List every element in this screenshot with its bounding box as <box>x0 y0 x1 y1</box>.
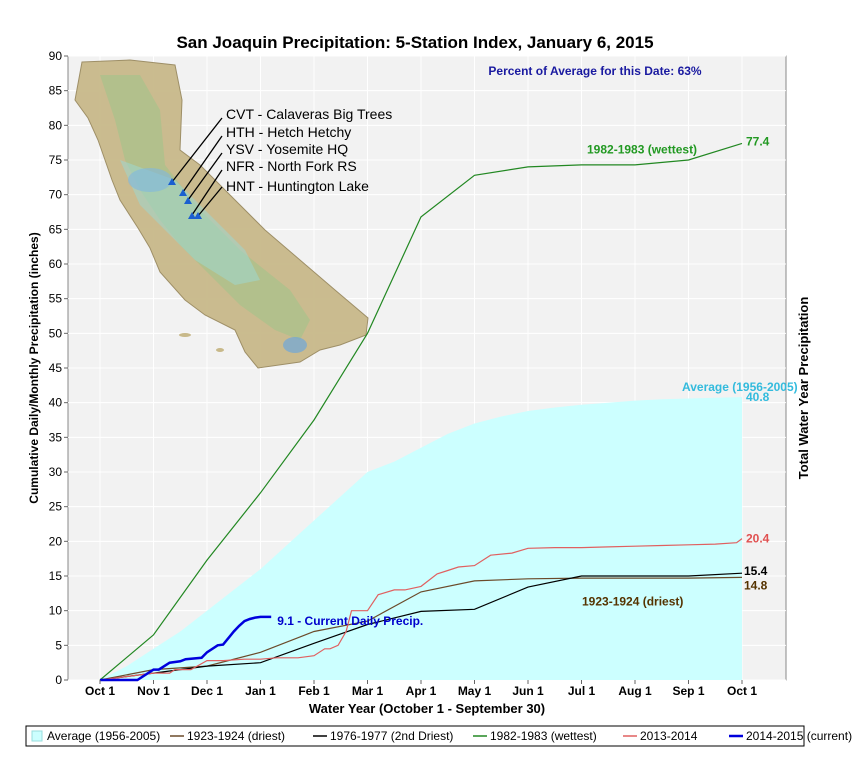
x-tick-label: Jun 1 <box>512 684 544 698</box>
y-tick-label: 30 <box>49 465 63 479</box>
x-tick-label: Nov 1 <box>137 684 170 698</box>
y-tick-label: 10 <box>49 604 63 618</box>
y-tick-label: 80 <box>49 118 63 132</box>
chart-title: San Joaquin Precipitation: 5-Station Ind… <box>176 33 653 52</box>
x-axis-label: Water Year (October 1 - September 30) <box>309 701 545 716</box>
y-axis-label: Cumulative Daily/Monthly Precipitation (… <box>27 232 41 503</box>
series-line-2014-2015-current <box>100 615 272 682</box>
x-tick-label: Oct 1 <box>727 684 757 698</box>
y-tick-label: 5 <box>55 638 62 652</box>
x-tick-label: Jan 1 <box>245 684 276 698</box>
series-line-2013-2014 <box>99 538 743 681</box>
x-tick-label: Aug 1 <box>618 684 652 698</box>
end-label-average-1956-2005: 40.8 <box>746 390 770 404</box>
station-marker <box>184 197 192 204</box>
legend-label: Average (1956-2005) <box>47 729 160 743</box>
y-axis-ticks: 0 5 10 15 20 25 30 35 40 45 50 55 60 65 70 75 80 85 90 <box>49 49 68 687</box>
percent-of-average: Percent of Average for this Date: 63% <box>488 64 702 78</box>
y-tick-label: 60 <box>49 257 63 271</box>
y-tick-label: 50 <box>49 326 63 340</box>
x-tick-label: Dec 1 <box>191 684 223 698</box>
x-tick-label: Oct 1 <box>85 684 115 698</box>
y-tick-label: 25 <box>49 500 63 514</box>
end-label-1923-1924-driest: 14.8 <box>744 578 768 592</box>
california-map-inset: CVT - Calaveras Big Trees HTH - Hetch He… <box>74 59 392 369</box>
y-tick-label: 65 <box>49 222 63 236</box>
area-layer <box>100 397 742 680</box>
right-axis-label: Total Water Year Precipitation <box>796 297 811 480</box>
y-tick-label: 75 <box>49 153 63 167</box>
y-tick-label: 20 <box>49 534 63 548</box>
x-tick-label: Feb 1 <box>298 684 330 698</box>
legend-box <box>25 725 805 747</box>
x-tick-label: May 1 <box>458 684 492 698</box>
y-tick-label: 90 <box>49 49 63 63</box>
series-label-1923-1924-driest: 1923-1924 (driest) <box>582 594 683 608</box>
legend-label: 2013-2014 <box>640 729 698 743</box>
y-tick-label: 85 <box>49 84 63 98</box>
station-marker <box>188 212 196 219</box>
station-label: HTH - Hetch Hetchy <box>226 124 351 140</box>
legend: Average (1956-2005) 1923-1924 (driest) 197… <box>31 729 852 743</box>
series-area-average-1956-2005 <box>100 397 742 680</box>
x-tick-label: Jul 1 <box>568 684 596 698</box>
y-tick-label: 45 <box>49 361 63 375</box>
legend-label: 2014-2015 (current) <box>746 729 852 743</box>
legend-swatch <box>31 730 43 742</box>
x-axis-ticks: Oct 1 Nov 1 Dec 1 Jan 1 Feb 1 Mar 1 Apr 1 May 1… <box>85 680 757 698</box>
end-label-1976-1977-2nd-driest: 15.4 <box>744 564 768 578</box>
line-layer <box>99 142 743 682</box>
end-label-2014-2015-current: 9.1 - Current Daily Precip. <box>277 614 423 628</box>
series-line-1982-1983-wettest <box>99 142 743 681</box>
x-tick-label: Apr 1 <box>406 684 437 698</box>
station-label: NFR - North Fork RS <box>226 158 357 174</box>
y-tick-label: 40 <box>49 396 63 410</box>
end-label-1982-1983-wettest: 77.4 <box>746 134 770 148</box>
station-label: CVT - Calaveras Big Trees <box>226 106 392 122</box>
series-label-1982-1983-wettest: 1982-1983 (wettest) <box>587 142 697 156</box>
station-marker <box>179 189 187 196</box>
y-tick-label: 0 <box>55 673 62 687</box>
y-tick-label: 15 <box>49 569 63 583</box>
station-marker <box>194 212 202 219</box>
station-label: YSV - Yosemite HQ <box>226 141 348 157</box>
x-tick-label: Mar 1 <box>352 684 384 698</box>
end-label-2013-2014: 20.4 <box>746 532 770 546</box>
series-line-1976-1977-2nd-driest <box>99 572 743 681</box>
series-label-average-1956-2005: Average (1956-2005) <box>682 380 798 394</box>
station-marker <box>168 178 176 185</box>
station-label: HNT - Huntington Lake <box>226 178 369 194</box>
legend-label: 1982-1983 (wettest) <box>490 729 597 743</box>
y-tick-label: 35 <box>49 430 63 444</box>
y-tick-label: 55 <box>49 292 63 306</box>
legend-label: 1976-1977 (2nd Driest) <box>330 729 453 743</box>
y-tick-label: 70 <box>49 188 63 202</box>
legend-label: 1923-1924 (driest) <box>187 729 285 743</box>
x-tick-label: Sep 1 <box>672 684 704 698</box>
